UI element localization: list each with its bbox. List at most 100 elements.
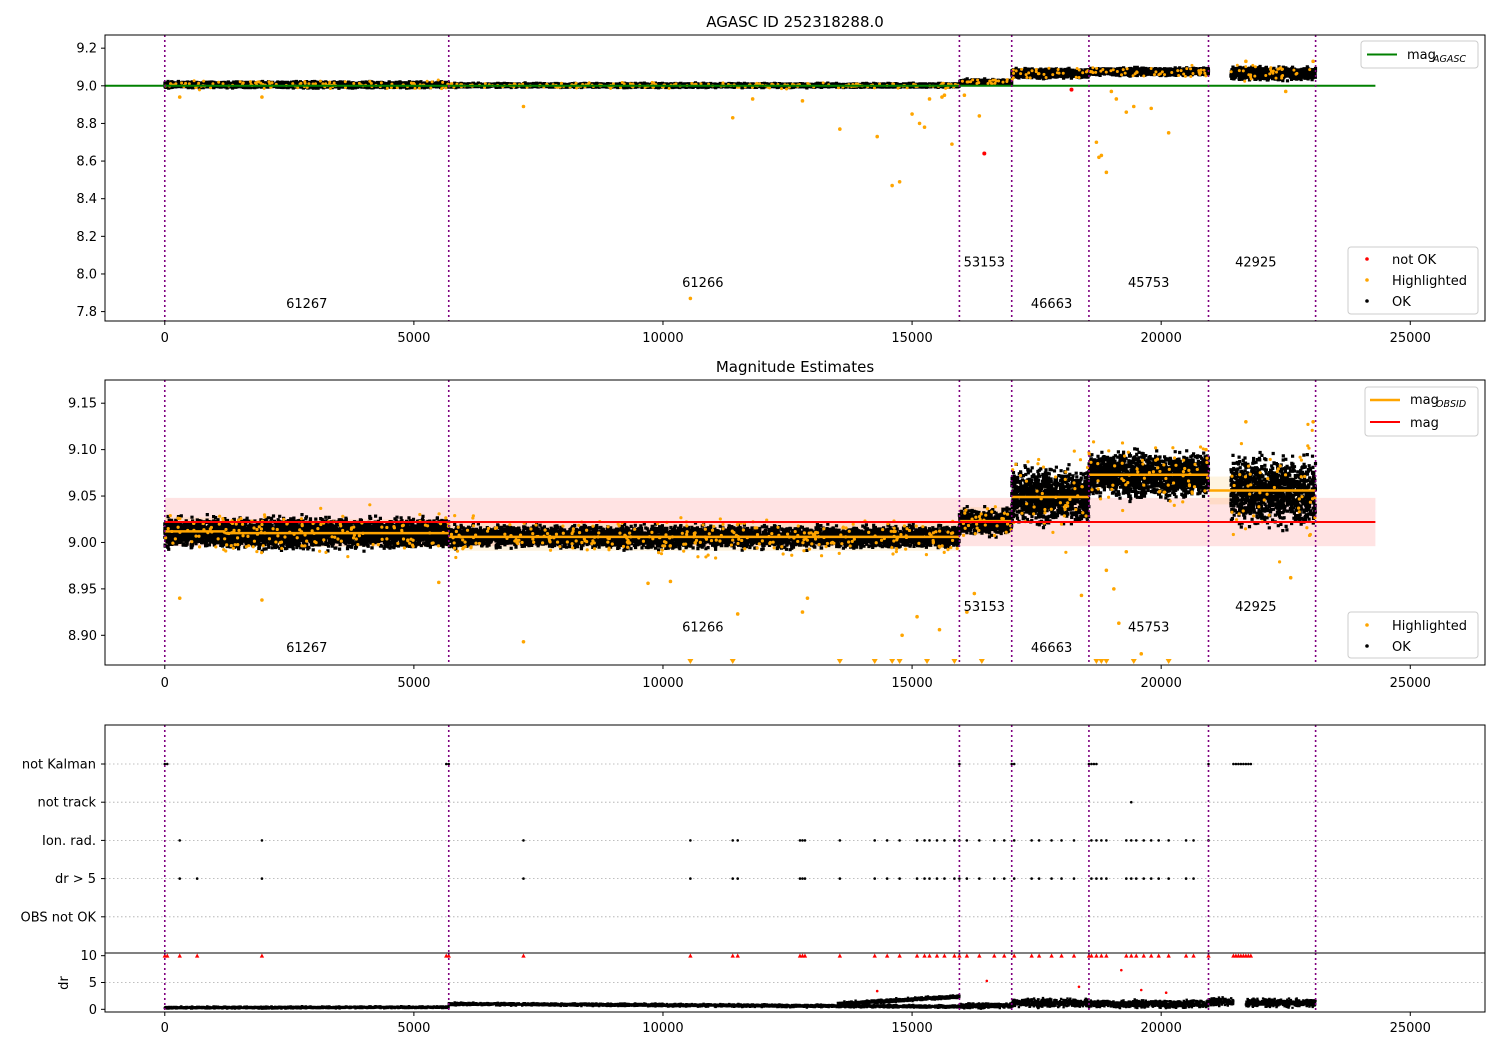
highlighted-point xyxy=(1297,497,1301,501)
legend-label: Highlighted xyxy=(1392,274,1467,289)
highlighted-point xyxy=(368,503,372,507)
y-tick-label: 9.00 xyxy=(68,536,97,551)
dr-capped-marker xyxy=(1166,953,1171,958)
flag-point xyxy=(1142,877,1146,880)
highlighted-point xyxy=(1153,446,1158,450)
highlighted-point xyxy=(257,525,261,529)
highlighted-point xyxy=(338,522,342,526)
highlighted-point xyxy=(1170,71,1174,75)
highlighted-point xyxy=(521,104,526,109)
dr-capped-marker xyxy=(942,953,947,958)
flag-point xyxy=(1184,839,1188,842)
highlighted-point xyxy=(714,538,718,542)
x-tick-label: 10000 xyxy=(642,676,683,691)
highlighted-point xyxy=(949,546,953,550)
highlighted-point xyxy=(1190,63,1194,67)
highlighted-point xyxy=(963,526,967,530)
highlighted-point xyxy=(454,529,458,534)
highlighted-point xyxy=(1135,467,1139,471)
panel-frame xyxy=(104,34,1486,322)
highlighted-point xyxy=(166,527,170,531)
highlighted-point xyxy=(430,80,434,84)
dr-capped-marker xyxy=(922,953,927,958)
highlighted-point xyxy=(1106,495,1111,499)
highlighted-point xyxy=(574,81,578,85)
highlighted-point xyxy=(417,86,421,90)
highlighted-point xyxy=(944,86,948,90)
highlighted-point xyxy=(262,86,266,90)
highlighted-point xyxy=(837,551,841,555)
highlighted-point xyxy=(356,542,360,547)
highlighted-point xyxy=(376,542,380,547)
highlighted-point xyxy=(274,540,278,544)
highlighted-point xyxy=(1277,560,1282,564)
highlighted-point xyxy=(802,531,806,535)
highlighted-point xyxy=(456,525,460,529)
highlighted-point xyxy=(914,524,918,528)
flag-point xyxy=(1239,762,1243,766)
dr-capped-marker xyxy=(1248,953,1254,958)
highlighted-point xyxy=(1158,469,1162,474)
highlighted-point xyxy=(1229,70,1233,74)
highlighted-point xyxy=(750,97,755,101)
flag-point xyxy=(260,839,264,842)
highlighted-point xyxy=(1030,69,1034,73)
highlighted-point xyxy=(1164,476,1168,481)
highlighted-point xyxy=(1109,89,1114,94)
flag-point xyxy=(1060,877,1063,880)
highlighted-point xyxy=(180,81,184,85)
highlighted-point xyxy=(237,518,241,522)
highlighted-point xyxy=(917,541,921,545)
highlighted-point xyxy=(298,528,302,532)
highlighted-point xyxy=(330,535,334,539)
obsid-label: 45753 xyxy=(1128,276,1169,291)
highlighted-point xyxy=(650,80,654,84)
highlighted-point xyxy=(1001,80,1005,84)
flag-point xyxy=(953,877,956,880)
highlighted-point xyxy=(1239,442,1244,446)
highlighted-point xyxy=(1079,593,1084,598)
flag-point xyxy=(898,877,901,880)
highlighted-point xyxy=(1011,68,1015,72)
highlighted-point xyxy=(984,513,988,517)
highlighted-point xyxy=(1096,462,1100,466)
not-ok-point xyxy=(982,151,987,156)
flag-point xyxy=(1184,877,1188,880)
highlighted-point xyxy=(1098,497,1103,501)
highlighted-point xyxy=(469,546,473,550)
flag-label: OBS not OK xyxy=(21,910,97,925)
clipped-low-marker xyxy=(978,659,985,664)
flag-point xyxy=(885,839,889,842)
highlighted-point xyxy=(889,529,893,533)
legend-label: mag xyxy=(1407,48,1436,63)
highlighted-point xyxy=(1241,69,1245,73)
highlighted-point xyxy=(1300,495,1304,499)
highlighted-point xyxy=(973,532,977,536)
highlighted-point xyxy=(1241,509,1245,513)
highlighted-point xyxy=(1091,66,1095,70)
dr-capped-marker xyxy=(521,953,526,958)
highlighted-point xyxy=(802,549,806,553)
highlighted-point xyxy=(1063,477,1067,481)
highlighted-point xyxy=(703,527,707,531)
highlighted-point xyxy=(285,522,289,526)
flag-point xyxy=(1105,877,1108,880)
highlighted-point xyxy=(271,527,275,531)
highlighted-point xyxy=(867,530,871,534)
highlighted-point xyxy=(558,544,562,549)
y-tick-label: 8.8 xyxy=(76,117,97,132)
flag-point xyxy=(1072,839,1076,842)
highlighted-point xyxy=(1121,508,1125,513)
highlighted-point xyxy=(625,540,629,544)
flag-point xyxy=(1192,877,1195,880)
highlighted-point xyxy=(1020,67,1024,71)
highlighted-point xyxy=(931,531,936,535)
obsid-label: 61267 xyxy=(286,641,327,656)
highlighted-point xyxy=(1058,501,1062,505)
highlighted-point xyxy=(755,533,760,537)
highlighted-point xyxy=(437,512,441,516)
highlighted-point xyxy=(454,555,458,560)
highlighted-point xyxy=(275,527,279,532)
highlighted-point xyxy=(585,539,589,544)
highlighted-point xyxy=(268,82,272,86)
